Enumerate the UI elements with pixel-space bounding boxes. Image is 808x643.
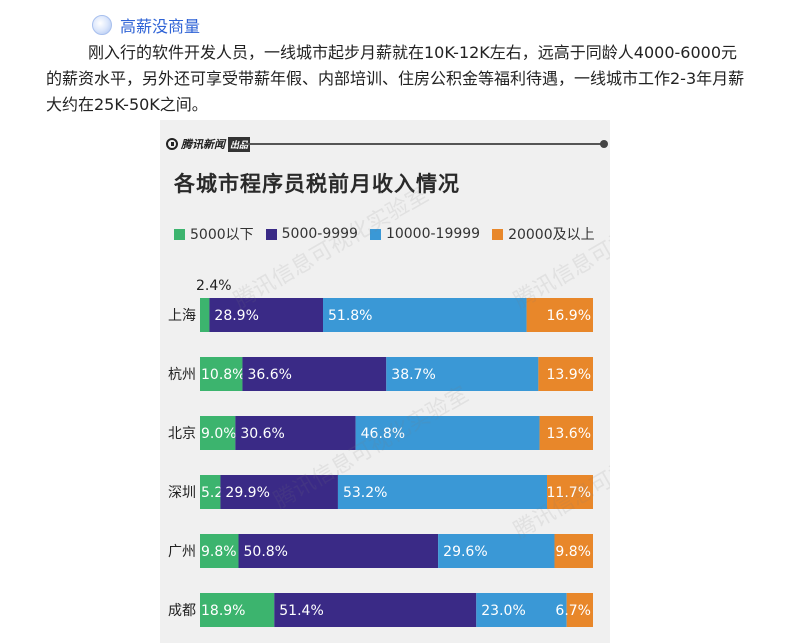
category-label: 深圳: [168, 485, 196, 501]
bar-segment: [566, 593, 593, 627]
bar-segment: [238, 534, 439, 568]
data-label: 16.9%: [547, 308, 591, 324]
legend-label: 5000-9999: [281, 226, 358, 242]
data-label: 9.0%: [201, 426, 237, 442]
data-label: 29.9%: [225, 485, 269, 501]
data-label: 6.7%: [555, 603, 591, 619]
bar-segment: [337, 475, 548, 509]
data-label: 18.9%: [201, 603, 245, 619]
intro-paragraph: 刚入行的软件开发人员，一线城市起步月薪就在10K-12K左右，远高于同龄人400…: [46, 43, 745, 114]
stacked-bar-chart: 上海2.4% 28.9% 51.8% 16.9% 杭州 10.8% 36.6% 38.7% 13…: [168, 278, 593, 627]
bar-segment: [209, 298, 324, 332]
legend-swatch: [369, 228, 381, 240]
data-label: 10.8%: [201, 367, 245, 383]
category-label: 杭州: [168, 367, 196, 383]
data-label: 13.9%: [547, 367, 591, 383]
legend-label: 5000以下: [190, 227, 254, 243]
bar-segment: [235, 416, 356, 450]
bar-segment: [538, 357, 593, 391]
category-label: 成都: [168, 603, 196, 619]
data-label: 9.8%: [555, 544, 591, 560]
chart-legend: 5000以下 5000-9999 10000-19999 20000及以上: [174, 224, 607, 244]
bar-segment: [323, 298, 527, 332]
bar-segment: [200, 593, 275, 627]
bar-segment: [355, 416, 540, 450]
heading-text: 高薪没商量: [120, 17, 201, 36]
data-label: 2.4%: [196, 278, 232, 294]
source-badge: 出品: [228, 136, 251, 152]
category-label: 广州: [168, 544, 196, 560]
data-label: 23.0%: [481, 603, 525, 619]
data-label: 11.7%: [547, 485, 591, 501]
bar-segment: [200, 475, 221, 509]
chart-card: 腾讯新闻 出品 各城市程序员税前月收入情况 5000以下 5000-9999 1…: [160, 120, 610, 643]
legend-item: 5000-9999: [265, 226, 358, 242]
bar-segment: [476, 593, 567, 627]
legend-item: 5000以下: [174, 224, 254, 244]
legend-label: 10000-19999: [385, 226, 481, 242]
bar-segment: [200, 416, 236, 450]
data-label: 9.8%: [201, 544, 237, 560]
category-label: 上海: [168, 308, 196, 324]
legend-swatch: [265, 228, 277, 240]
tencent-logo-icon: [166, 138, 178, 150]
legend-item: 10000-19999: [369, 226, 481, 242]
data-label: 53.2%: [343, 485, 387, 501]
data-label: 28.9%: [214, 308, 258, 324]
bar-segment: [274, 593, 477, 627]
data-label: 50.8%: [244, 544, 288, 560]
bar-segment: [242, 357, 387, 391]
divider-end-dot: [600, 140, 608, 148]
bar-segment: [539, 416, 593, 450]
bar-segment: [547, 475, 593, 509]
data-label: 36.6%: [247, 367, 291, 383]
data-label: 51.8%: [328, 308, 372, 324]
bar-segment: [200, 534, 239, 568]
bar-segment: [386, 357, 539, 391]
bar-segment: [438, 534, 555, 568]
data-label: 29.6%: [443, 544, 487, 560]
tencent-news-logo: 腾讯新闻 出品: [166, 134, 251, 154]
divider-line: [244, 143, 602, 145]
legend-item: 20000及以上: [492, 224, 595, 244]
chart-source-bar: 腾讯新闻 出品: [160, 134, 610, 154]
data-label: 13.6%: [547, 426, 591, 442]
data-label: 46.8%: [361, 426, 405, 442]
data-label: 38.7%: [391, 367, 435, 383]
bar-segment: [200, 357, 243, 391]
data-label: 30.6%: [240, 426, 284, 442]
legend-swatch: [492, 228, 504, 240]
data-label: 51.4%: [279, 603, 323, 619]
bar-segment: [220, 475, 338, 509]
bar-segment: [554, 534, 593, 568]
circle-bullet-icon: [92, 15, 112, 35]
category-label: 北京: [168, 426, 196, 442]
source-name: 腾讯新闻: [181, 138, 225, 151]
bar-segment: [526, 298, 593, 332]
legend-swatch: [174, 228, 185, 240]
bar-segment: [200, 298, 210, 332]
section-heading: 高薪没商量: [92, 10, 200, 40]
chart-title: 各城市程序员税前月收入情况: [174, 172, 460, 196]
legend-label: 20000及以上: [508, 227, 595, 243]
